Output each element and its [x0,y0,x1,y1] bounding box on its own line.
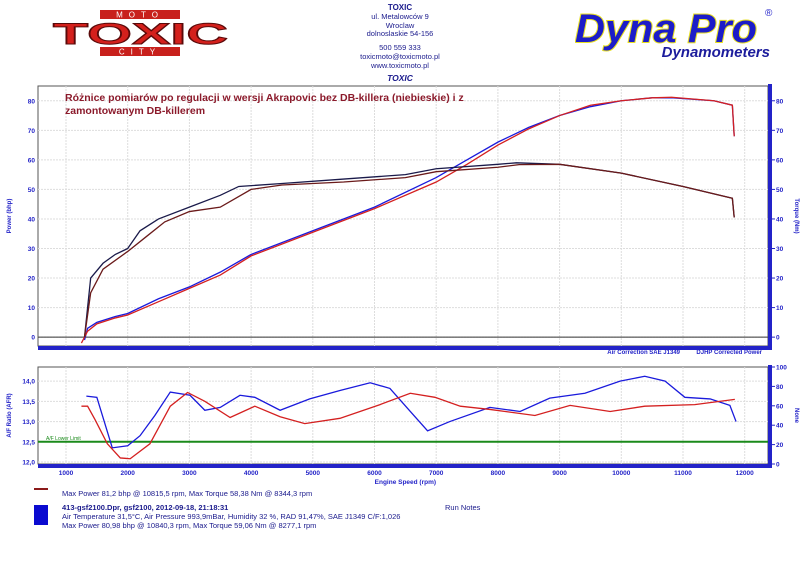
y-tick-label: 13,0 [22,419,35,426]
x-tick-label: 10000 [612,470,630,477]
torque-series-3 [83,163,735,338]
x-tick-label: 1000 [59,470,74,477]
y-tick-label: 14,0 [22,379,35,386]
y2-axis-bar [768,365,772,468]
y2-tick-label: 20 [776,442,784,449]
shop-web: www.toxicmoto.pl [371,60,429,70]
svg-text:CITY: CITY [119,48,161,57]
y-tick-label: 30 [28,246,36,253]
x-axis-bar [38,464,772,468]
x-tick-label: 9000 [552,470,567,477]
x-tick-label: 12000 [736,470,754,477]
x-tick-label: 4000 [244,470,259,477]
y2-tick-label: 40 [776,216,784,223]
y2-axis-label: Torque (Nm) [793,198,799,233]
shop-address: TOXIC ul. Metalowców 9 Wroclaw dolnoslas… [330,3,470,85]
correction-note-2: DJHP Corrected Power [696,350,762,356]
run1-swatch [34,488,48,490]
y2-tick-label: 100 [776,365,787,372]
y2-tick-label: 20 [776,276,784,283]
correction-note-1: Air Correction SAE J1349 [607,350,680,356]
svg-text:MOTO: MOTO [116,11,164,20]
run2-conditions: Air Temperature 31,5°C, Air Pressure 993… [62,512,401,521]
y-tick-label: 50 [28,187,36,194]
afr-series-0 [86,375,737,449]
y2-tick-label: 0 [776,462,780,469]
dynapro-logo: Dyna Pro ® Dynamometers [575,6,773,60]
y2-tick-label: 60 [776,157,784,164]
y2-tick-label: 10 [776,305,784,312]
x-tick-label: 3000 [182,470,197,477]
run2-name: 413-gsf2100.Dpr, gsf2100, 2012-09-18, 21… [62,503,229,512]
y2-tick-label: 60 [776,403,784,410]
run-notes: Run Notes [445,503,481,512]
shop-label: TOXIC [387,72,413,83]
afr-lower-limit-label: A/F Lower Limit [46,436,81,442]
shop-region: dolnoslaskie 54-156 [366,29,434,39]
y2-tick-label: 70 [776,128,784,135]
y-tick-label: 10 [28,305,36,312]
chart-title: Różnice pomiarów po regulacji w wersji A… [65,92,464,117]
x-tick-label: 6000 [367,470,382,477]
y2-axis-label: None [793,408,799,424]
y2-tick-label: 40 [776,423,784,430]
y2-tick-label: 30 [776,246,784,253]
x-axis-label: Engine Speed (rpm) [375,479,436,486]
x-tick-label: 2000 [120,470,135,477]
toxic-logo: MOTO TOXIC CITY [53,10,229,57]
shop-email: toxicmoto@toxicmoto.pl [360,51,440,61]
y2-tick-label: 50 [776,187,784,194]
y-axis-label: Power (bhp) [7,199,13,234]
run2-swatch[interactable] [34,505,48,525]
run1-stats: Max Power 81,2 bhp @ 10815,5 rpm, Max To… [62,489,313,498]
svg-text:Dynamometers: Dynamometers [662,44,770,60]
shop-street: ul. Metalowców 9 [371,11,429,21]
y-tick-label: 60 [28,157,36,164]
y2-axis-bar [768,84,772,350]
svg-text:Dyna Pro: Dyna Pro [575,7,757,51]
y-tick-label: 20 [28,276,36,283]
shop-name: TOXIC [387,3,413,12]
svg-text:TOXIC: TOXIC [53,18,228,51]
x-tick-label: 7000 [429,470,444,477]
y-tick-label: 13,5 [22,399,35,406]
x-tick-label: 5000 [306,470,321,477]
power-torque-plot-area [37,85,769,347]
y-tick-label: 40 [28,216,36,223]
y-axis-label: A/F Ratio (AFR) [7,393,13,437]
x-tick-label: 8000 [491,470,506,477]
afr-series-1 [81,391,735,460]
svg-text:®: ® [765,8,773,19]
power-series-1 [80,96,735,344]
y-tick-label: 0 [31,335,35,342]
y2-tick-label: 0 [776,335,780,342]
y-tick-label: 70 [28,128,36,135]
shop-phone: 500 559 333 [379,43,421,53]
x-axis-bar [38,346,772,350]
y2-tick-label: 80 [776,384,784,391]
afr-plot-area [37,366,769,465]
run2-stats: Max Power 80,98 bhp @ 10840,3 rpm, Max T… [62,521,317,530]
y-tick-label: 80 [28,98,36,105]
y2-tick-label: 80 [776,98,784,105]
y-tick-label: 12,5 [22,439,35,446]
y-tick-label: 12,0 [22,459,35,466]
x-tick-label: 11000 [674,470,692,477]
shop-city: Wroclaw [385,20,415,30]
